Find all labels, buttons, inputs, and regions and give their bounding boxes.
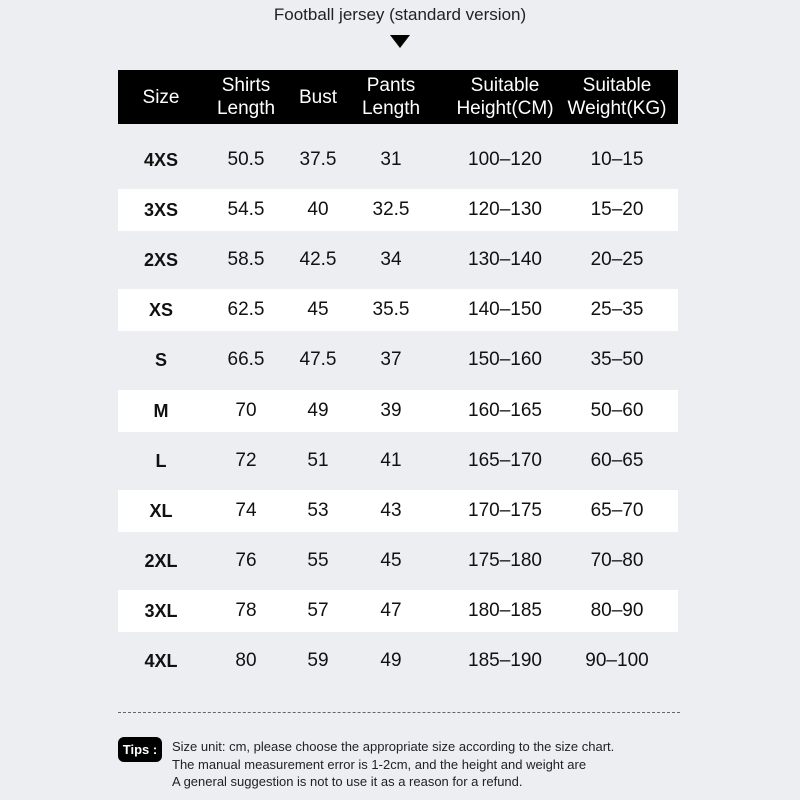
header-cell: Shirts Length: [186, 70, 306, 124]
table-cell: 80: [235, 650, 257, 671]
table-cell: 70–80: [590, 549, 644, 571]
table-cell: 37: [380, 349, 402, 371]
header-text: Pants: [366, 75, 416, 96]
table-cell: 175–180: [468, 549, 542, 571]
table-cell: 34: [380, 249, 402, 271]
table-cell: 72: [235, 449, 257, 471]
tip-line: The manual measurement error is 1-2cm, a…: [172, 756, 587, 772]
table-cell: 45: [380, 549, 402, 571]
header-text: Length: [361, 98, 421, 119]
size-label: S: [154, 350, 167, 371]
row-band: [118, 289, 678, 332]
row-band: [118, 589, 678, 632]
table-cell: 74: [235, 499, 257, 521]
table-cell: 50.5: [227, 149, 265, 170]
size-label: 4XS: [143, 150, 179, 170]
size-label: XL: [149, 500, 173, 521]
header-text: Suitable: [470, 75, 540, 96]
header-cell: Pants Length: [331, 70, 451, 124]
table-cell: 66.5: [227, 349, 265, 371]
header-cell: Bust: [258, 70, 378, 124]
size-label: 3XL: [144, 600, 178, 621]
table-cell: 185–190: [468, 650, 542, 671]
table-cell: 160–165: [468, 399, 542, 421]
header-text: Height(CM): [456, 98, 554, 119]
table-cell: 62.5: [227, 299, 265, 321]
tips-label: Tips :: [118, 737, 162, 762]
arrow: [390, 35, 410, 48]
table-cell: 140–150: [468, 299, 542, 321]
table-cell: 78: [235, 599, 257, 621]
table-cell: 120–130: [468, 199, 542, 221]
table-cell: 165–170: [468, 449, 542, 471]
table-cell: 57: [307, 599, 329, 621]
table-cell: 45: [307, 299, 329, 321]
header-text: Length: [216, 98, 276, 119]
table-cell: 25–35: [590, 299, 644, 321]
table-cell: 35.5: [372, 299, 410, 321]
row-band: [118, 389, 678, 432]
table-cell: 65–70: [590, 499, 644, 521]
row-band: [118, 189, 678, 232]
tip-line: Size unit: cm, please choose the appropr…: [172, 739, 615, 754]
table-cell: 47.5: [299, 349, 337, 371]
table-cell: 51: [307, 449, 329, 471]
table-cell: 37.5: [299, 149, 337, 170]
table-cell: 100–120: [468, 149, 542, 170]
header-cell: Suitable Weight(KG): [557, 70, 677, 124]
table-cell: 43: [380, 499, 402, 521]
table-cell: 50–60: [590, 399, 644, 421]
row-band: [118, 489, 678, 532]
header-cell: Suitable Height(CM): [445, 70, 565, 124]
table-cell: 39: [380, 399, 402, 421]
header-text: Suitable: [582, 75, 652, 96]
table-cell: 32.5: [372, 199, 410, 221]
table-cell: 40: [307, 199, 329, 221]
table-cell: 49: [307, 399, 329, 421]
table-cell: 150–160: [468, 349, 542, 371]
table-cell: 42.5: [299, 249, 337, 271]
size-label: 2XL: [144, 550, 178, 571]
table-cell: 15–20: [590, 199, 644, 221]
header-text: Weight(KG): [567, 98, 667, 119]
table-cell: 10–15: [590, 149, 644, 170]
tip-line: A general suggestion is not to use it as…: [172, 774, 523, 789]
table-cell: 54.5: [227, 199, 265, 221]
size-label: XS: [148, 300, 173, 321]
table-cell: 47: [380, 599, 402, 621]
table-cell: 53: [307, 499, 329, 521]
table-cell: 55: [307, 549, 329, 571]
header-text: Size: [142, 86, 180, 108]
table-cell: 170–175: [468, 499, 542, 521]
title: Football jersey (standard version): [273, 5, 527, 24]
table-cell: 180–185: [468, 599, 542, 621]
size-label: 2XS: [143, 250, 179, 271]
table-cell: 60–65: [590, 449, 644, 471]
table-cell: 130–140: [468, 249, 542, 271]
size-label: L: [155, 450, 167, 471]
table-cell: 76: [235, 549, 257, 571]
header-cell: Size: [101, 70, 221, 124]
size-label: 3XS: [143, 200, 179, 221]
size-label: M: [153, 400, 169, 421]
divider: [118, 712, 680, 713]
table-cell: 31: [380, 149, 402, 170]
header-text: Bust: [298, 86, 338, 108]
table-cell: 41: [380, 449, 402, 471]
table-header: Size Shirts Length Bust Pants Length Suitable H…: [118, 70, 678, 124]
table-cell: 70: [235, 399, 257, 421]
header-text: Shirts: [221, 75, 271, 96]
table-cell: 35–50: [590, 349, 644, 371]
table-cell: 59: [307, 650, 329, 671]
table-cell: 58.5: [227, 249, 265, 271]
table-cell: 49: [380, 650, 402, 671]
size-label: 4XL: [144, 651, 178, 671]
table-cell: 80–90: [590, 599, 644, 621]
table-cell: 20–25: [590, 249, 644, 271]
table-cell: 90–100: [585, 650, 649, 671]
